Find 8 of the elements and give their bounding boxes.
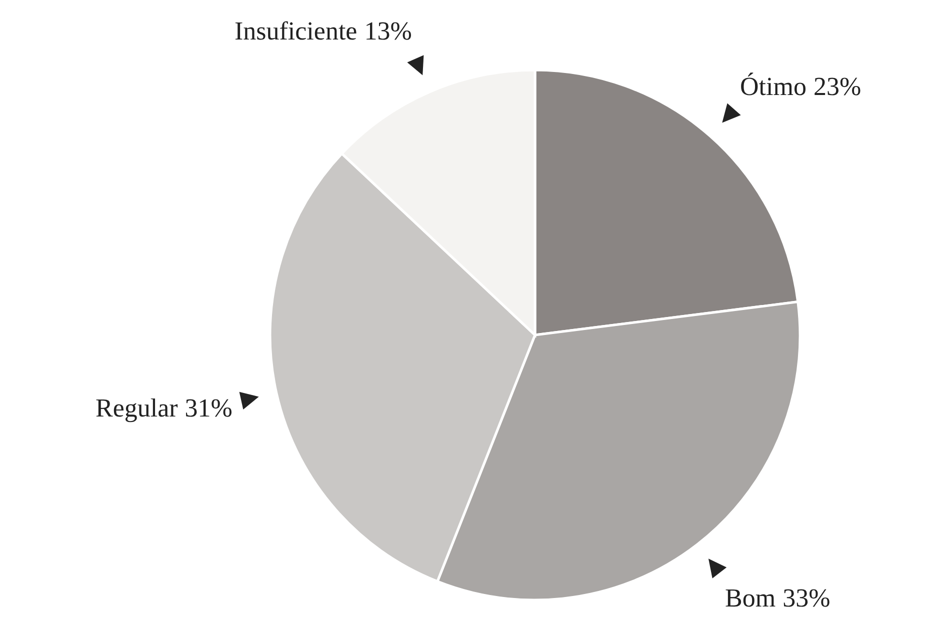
data-label: 31%	[184, 393, 232, 422]
slice-label: Regular	[95, 393, 178, 422]
slice-label: Ótimo	[740, 72, 806, 101]
data-label: 23%	[813, 72, 862, 101]
data-label: 13%	[364, 16, 412, 46]
data-label: 33%	[782, 583, 830, 612]
slice-label: Insuficiente	[234, 16, 358, 46]
slice-label: Bom	[725, 583, 776, 612]
